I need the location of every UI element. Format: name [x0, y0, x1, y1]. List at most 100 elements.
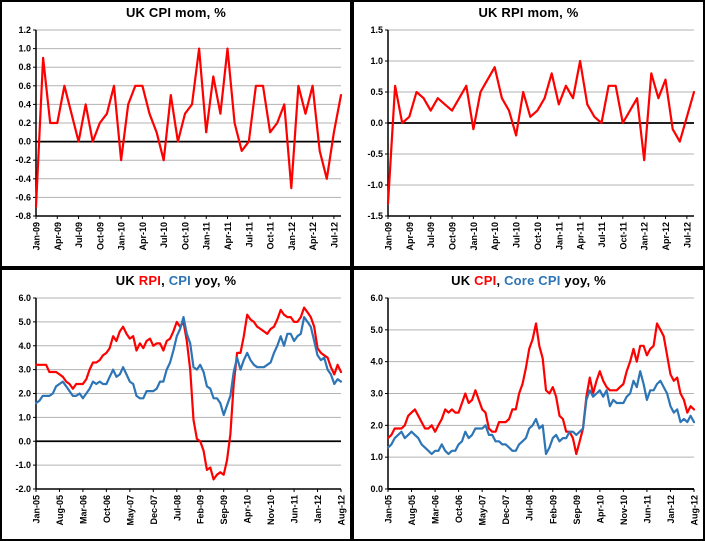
svg-text:6.0: 6.0 — [18, 293, 31, 303]
svg-text:Jan-12: Jan-12 — [313, 495, 323, 524]
svg-text:Apr-11: Apr-11 — [223, 222, 233, 250]
svg-text:Aug-05: Aug-05 — [55, 495, 65, 526]
svg-text:Aug-05: Aug-05 — [407, 495, 417, 526]
svg-text:Apr-10: Apr-10 — [243, 495, 253, 524]
svg-text:Feb-09: Feb-09 — [196, 495, 206, 524]
svg-text:0.2: 0.2 — [18, 118, 31, 128]
axes — [33, 297, 342, 492]
svg-text:Oct-10: Oct-10 — [533, 222, 543, 250]
chart-panel-uk-rpi-mom: UK RPI mom, % 1.5 1.0 0.5 0.0 -0.5 -1.0 -1.5 Ja… — [352, 0, 705, 268]
svg-text:0.0: 0.0 — [18, 137, 31, 147]
svg-text:May-07: May-07 — [125, 495, 135, 526]
svg-text:0.0: 0.0 — [370, 484, 383, 494]
svg-text:6.0: 6.0 — [370, 293, 383, 303]
svg-text:Jul-08: Jul-08 — [525, 495, 535, 521]
svg-text:Jan-11: Jan-11 — [554, 222, 564, 250]
y-gridlines — [36, 297, 341, 490]
svg-text:Mar-06: Mar-06 — [431, 495, 441, 524]
chart-title-segment: UK — [115, 273, 139, 288]
svg-text:1.2: 1.2 — [18, 25, 31, 35]
svg-text:Oct-06: Oct-06 — [454, 495, 464, 523]
svg-text:Apr-10: Apr-10 — [490, 222, 500, 251]
svg-text:Jul-10: Jul-10 — [159, 222, 169, 248]
svg-text:Jan-12: Jan-12 — [640, 222, 650, 251]
svg-text:Jul-08: Jul-08 — [172, 495, 182, 521]
svg-text:Apr-12: Apr-12 — [661, 222, 671, 251]
svg-text:Oct-11: Oct-11 — [618, 222, 628, 250]
series-lines — [34, 47, 343, 208]
svg-text:Oct-09: Oct-09 — [95, 222, 105, 250]
series-line-uk-cpi-mom — [34, 47, 343, 208]
chart-title-segment: RPI — [138, 273, 162, 288]
svg-text:Jul-09: Jul-09 — [426, 222, 436, 248]
svg-text:-1.5: -1.5 — [367, 211, 383, 221]
svg-text:Apr-10: Apr-10 — [595, 495, 605, 524]
svg-text:Oct-10: Oct-10 — [180, 222, 190, 250]
svg-text:1.0: 1.0 — [18, 44, 31, 54]
svg-text:2.0: 2.0 — [18, 389, 31, 399]
svg-text:-1.0: -1.0 — [15, 460, 31, 470]
series-line-uk-rpi-mom — [386, 59, 696, 205]
svg-text:0.0: 0.0 — [18, 436, 31, 446]
series-lines — [34, 306, 343, 481]
chart-title-segment: yoy, % — [190, 273, 237, 288]
svg-text:Oct-06: Oct-06 — [102, 495, 112, 523]
chart-title: UK CPI, Core CPI yoy, % — [354, 270, 703, 292]
svg-text:4.0: 4.0 — [370, 357, 383, 367]
svg-text:Feb-09: Feb-09 — [548, 495, 558, 524]
chart-title: UK RPI, CPI yoy, % — [2, 270, 350, 292]
svg-text:4.0: 4.0 — [18, 341, 31, 351]
svg-text:Jun-11: Jun-11 — [642, 495, 652, 524]
svg-text:Jan-09: Jan-09 — [32, 222, 42, 251]
axis-labels: 1.21.00.80.60.40.20.0-0.2-0.4-0.6-0.8Jan… — [15, 25, 339, 251]
svg-text:Apr-09: Apr-09 — [405, 222, 415, 251]
series-lines — [386, 59, 696, 205]
svg-text:Jul-10: Jul-10 — [512, 222, 522, 248]
svg-text:Jul-09: Jul-09 — [74, 222, 84, 248]
chart-title-segment: CPI — [168, 273, 191, 288]
svg-text:1.0: 1.0 — [370, 56, 383, 66]
svg-text:-0.8: -0.8 — [15, 211, 31, 221]
svg-text:Jun-11: Jun-11 — [290, 495, 300, 524]
svg-text:Apr-10: Apr-10 — [138, 222, 148, 251]
chart-panel-uk-cpi-core-cpi-yoy: UK CPI, Core CPI yoy, % 6.0 5.0 4.0 3.0 2.0 1… — [352, 268, 705, 541]
chart-title-segment: , — [161, 273, 169, 288]
svg-text:-0.2: -0.2 — [15, 155, 31, 165]
svg-text:-0.6: -0.6 — [15, 192, 31, 202]
svg-text:Sep-09: Sep-09 — [572, 495, 582, 525]
chart-title-segment: UK CPI mom, % — [125, 5, 227, 20]
chart-title-segment: UK — [451, 273, 475, 288]
chart-title-segment: yoy, % — [560, 273, 606, 288]
svg-text:1.0: 1.0 — [370, 452, 383, 462]
svg-text:0.0: 0.0 — [370, 118, 383, 128]
svg-text:Jan-10: Jan-10 — [117, 222, 127, 251]
svg-text:0.5: 0.5 — [370, 87, 383, 97]
svg-text:Jan-12: Jan-12 — [287, 222, 297, 251]
svg-text:0.6: 0.6 — [18, 81, 31, 91]
svg-text:1.5: 1.5 — [370, 25, 383, 35]
series-line-uk-cpi-yoy — [34, 316, 343, 417]
svg-text:3.0: 3.0 — [18, 365, 31, 375]
svg-text:Jul-11: Jul-11 — [597, 222, 607, 248]
chart-title-segment: UK RPI mom, % — [478, 5, 579, 20]
svg-text:Sep-09: Sep-09 — [219, 495, 229, 525]
svg-text:3.0: 3.0 — [370, 389, 383, 399]
chart-title-segment: Core CPI — [504, 273, 561, 288]
svg-text:Nov-10: Nov-10 — [266, 495, 276, 525]
svg-text:Apr-11: Apr-11 — [576, 222, 586, 250]
svg-text:-0.5: -0.5 — [367, 149, 383, 159]
svg-text:Mar-06: Mar-06 — [78, 495, 88, 524]
svg-text:Oct-09: Oct-09 — [448, 222, 458, 250]
axes — [385, 297, 695, 492]
svg-text:1.0: 1.0 — [18, 412, 31, 422]
svg-text:Dec-07: Dec-07 — [501, 495, 511, 525]
svg-text:2.0: 2.0 — [370, 420, 383, 430]
chart-title-segment: , — [496, 273, 505, 288]
svg-text:0.4: 0.4 — [18, 99, 31, 109]
svg-text:Jan-09: Jan-09 — [384, 222, 394, 251]
series-line-uk-rpi-yoy — [34, 306, 343, 481]
chart-title: UK RPI mom, % — [354, 2, 703, 24]
